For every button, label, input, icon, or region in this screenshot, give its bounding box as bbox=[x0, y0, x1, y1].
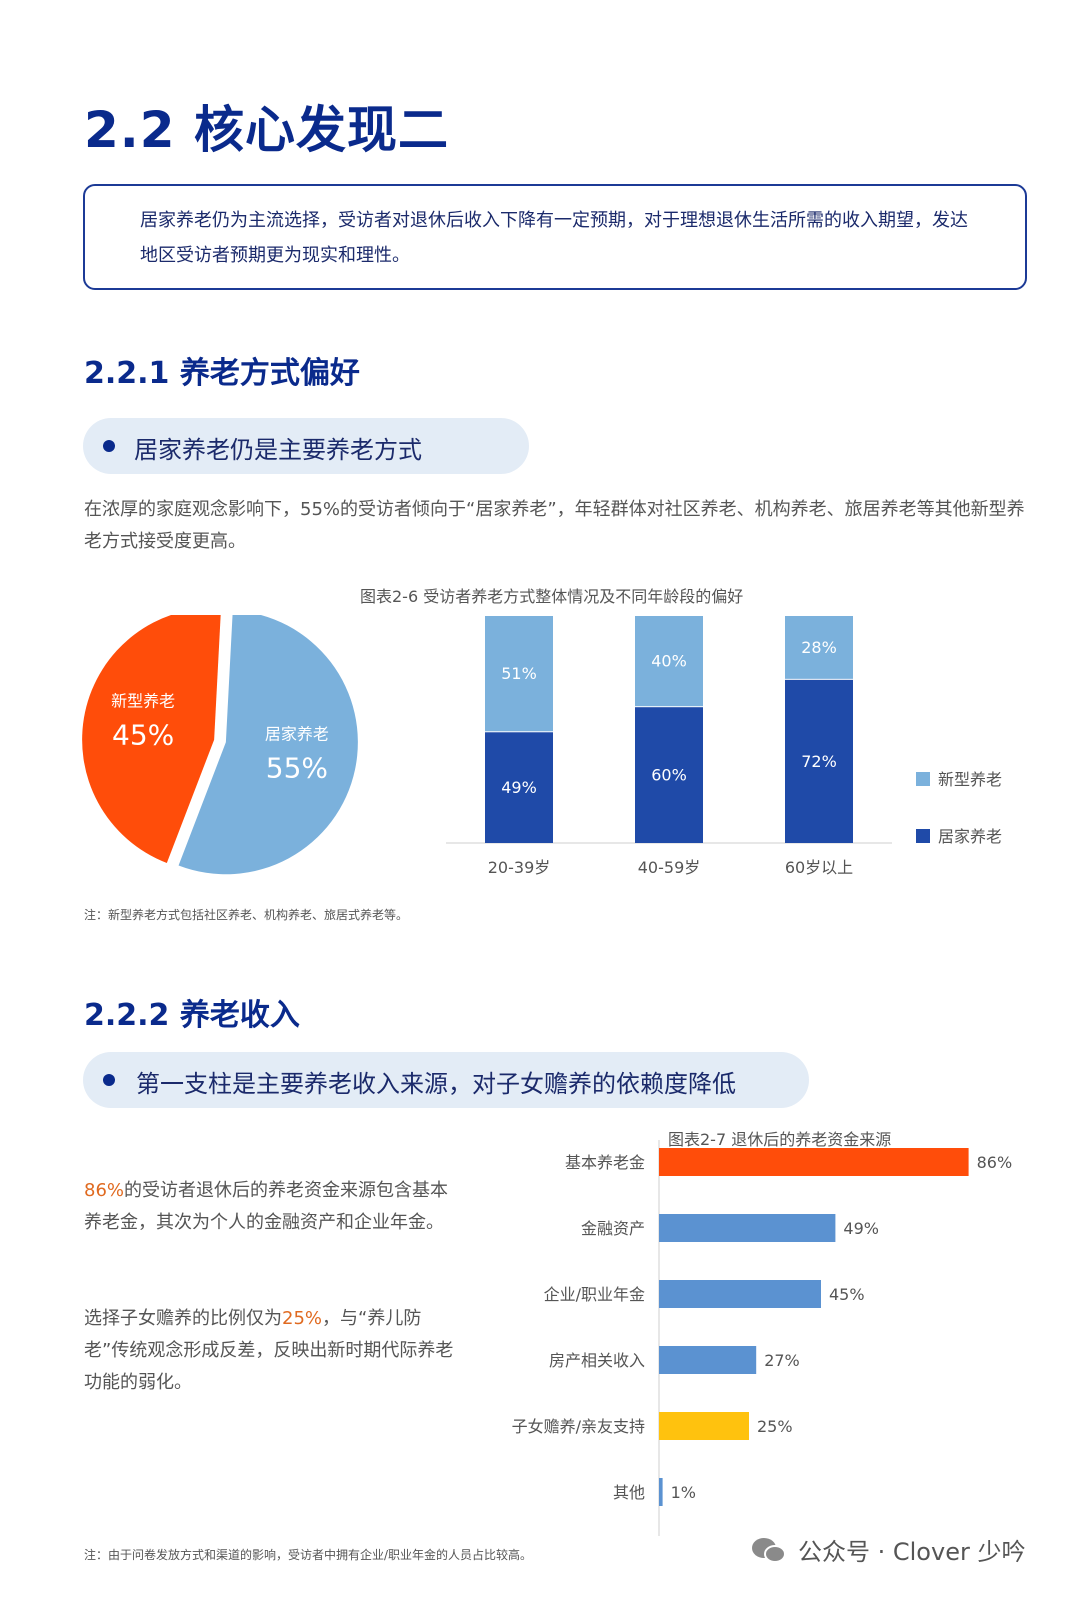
horizontal-bar-chart: 基本养老金 86% 金融资产 49% 企业/职业年金 45% 房产相关收入 27% 子女赡养/亲… bbox=[512, 1140, 1013, 1536]
finding-pill-1-text: 居家养老仍是主要养老方式 bbox=[134, 436, 422, 464]
legend-swatch bbox=[916, 829, 930, 843]
bar-data-label: 40% bbox=[651, 652, 687, 671]
pie-slice-value: 45% bbox=[112, 719, 174, 752]
pie-slice bbox=[178, 615, 358, 875]
bar bbox=[659, 1412, 749, 1440]
highlight-percent: 86% bbox=[84, 1180, 125, 1201]
y-tick-label: 其他 bbox=[613, 1483, 645, 1502]
stacked-bar-segment bbox=[635, 616, 703, 707]
bar-data-label: 28% bbox=[801, 638, 837, 657]
paragraph-text: 选择子女赡养的比例仅为 bbox=[84, 1308, 282, 1329]
paragraph-income-sources: 86%的受访者退休后的养老资金来源包含基本养老金，其次为个人的金融资产和企业年金… bbox=[84, 1175, 454, 1239]
bar-data-label: 60% bbox=[651, 766, 687, 785]
pie-slice-label: 居家养老 bbox=[265, 724, 329, 743]
subsection-title-pension-income: 2.2.2 养老收入 bbox=[84, 998, 300, 1033]
watermark-text: 公众号 · Clover 少吟 bbox=[798, 1538, 1026, 1566]
bar-data-label: 49% bbox=[843, 1219, 879, 1238]
bar-data-label: 45% bbox=[829, 1285, 865, 1304]
paragraph-text: ，与“养儿防老”传统观念形成反差，反映出新时期代际养老功能的弱化。 bbox=[84, 1308, 454, 1393]
wechat-icon bbox=[752, 1536, 788, 1564]
stacked-bar-segment bbox=[635, 707, 703, 843]
highlight-percent: 25% bbox=[282, 1308, 323, 1329]
bar bbox=[659, 1346, 757, 1374]
legend-label: 新型养老 bbox=[938, 770, 1002, 789]
finding-pill-2-text: 第一支柱是主要养老收入来源，对子女赡养的依赖度降低 bbox=[136, 1070, 736, 1098]
stacked-bar-chart: 49% 51% 20-39岁 60% 40% 40-59岁 72% 28% 60岁以上 新型养老居… bbox=[446, 616, 1002, 877]
y-tick-label: 房产相关收入 bbox=[549, 1351, 645, 1370]
bar bbox=[659, 1280, 821, 1308]
paragraph-pension-mode: 在浓厚的家庭观念影响下，55%的受访者倾向于“居家养老”，年轻群体对社区养老、机… bbox=[84, 499, 1025, 552]
x-tick-label: 40-59岁 bbox=[638, 858, 701, 877]
stacked-bar-segment bbox=[485, 732, 553, 843]
bullet-dot bbox=[103, 1074, 115, 1086]
finding-pill-2 bbox=[83, 1052, 809, 1108]
summary-box bbox=[83, 184, 1027, 290]
paragraph-text: 的受访者退休后的养老资金来源包含基本养老金，其次为个人的金融资产和企业年金。 bbox=[84, 1180, 449, 1233]
pie-chart: 居家养老 55% 新型养老 45% bbox=[82, 615, 358, 875]
figure-2-6-title: 图表2-6 受访者养老方式整体情况及不同年龄段的偏好 bbox=[360, 587, 744, 606]
bar bbox=[659, 1478, 663, 1506]
y-tick-label: 子女赡养/亲友支持 bbox=[512, 1417, 645, 1436]
summary-text: 居家养老仍为主流选择，受访者对退休后收入下降有一定预期，对于理想退休生活所需的收… bbox=[140, 210, 968, 266]
stacked-bar-segment bbox=[485, 616, 553, 732]
bar-data-label: 25% bbox=[757, 1417, 793, 1436]
finding-pill-1 bbox=[83, 418, 529, 474]
pie-slice-label: 新型养老 bbox=[111, 692, 175, 711]
figure-2-7-note: 注：由于问卷发放方式和渠道的影响，受访者中拥有企业/职业年金的人员占比较高。 bbox=[84, 1548, 533, 1562]
bar bbox=[659, 1214, 836, 1242]
y-tick-label: 金融资产 bbox=[581, 1219, 645, 1238]
y-tick-label: 企业/职业年金 bbox=[544, 1285, 645, 1304]
y-tick-label: 基本养老金 bbox=[565, 1153, 645, 1172]
watermark: 公众号 · Clover 少吟 bbox=[752, 1532, 1025, 1567]
bar-data-label: 86% bbox=[977, 1153, 1013, 1172]
subsection-title-pension-mode: 2.2.1 养老方式偏好 bbox=[84, 356, 360, 391]
legend-label: 居家养老 bbox=[938, 827, 1002, 846]
bar-data-label: 72% bbox=[801, 752, 837, 771]
bar-data-label: 49% bbox=[501, 778, 537, 797]
bullet-dot bbox=[103, 440, 115, 452]
stacked-bar-segment bbox=[785, 616, 853, 679]
bar-data-label: 51% bbox=[501, 664, 537, 683]
pie-slice-value: 55% bbox=[266, 751, 328, 784]
bar-data-label: 1% bbox=[671, 1483, 696, 1502]
x-tick-label: 60岁以上 bbox=[785, 858, 853, 877]
figure-2-7-title: 图表2-7 退休后的养老资金来源 bbox=[668, 1130, 892, 1149]
x-tick-label: 20-39岁 bbox=[488, 858, 551, 877]
section-title: 2.2 核心发现二 bbox=[84, 101, 449, 159]
legend-swatch bbox=[916, 772, 930, 786]
paragraph-child-support: 选择子女赡养的比例仅为25%，与“养儿防老”传统观念形成反差，反映出新时期代际养… bbox=[84, 1303, 454, 1399]
stacked-bar-segment bbox=[785, 679, 853, 843]
figure-2-6-note: 注：新型养老方式包括社区养老、机构养老、旅居式养老等。 bbox=[84, 908, 409, 922]
bar-data-label: 27% bbox=[764, 1351, 800, 1370]
bar bbox=[659, 1148, 969, 1176]
pie-slice bbox=[82, 615, 221, 863]
